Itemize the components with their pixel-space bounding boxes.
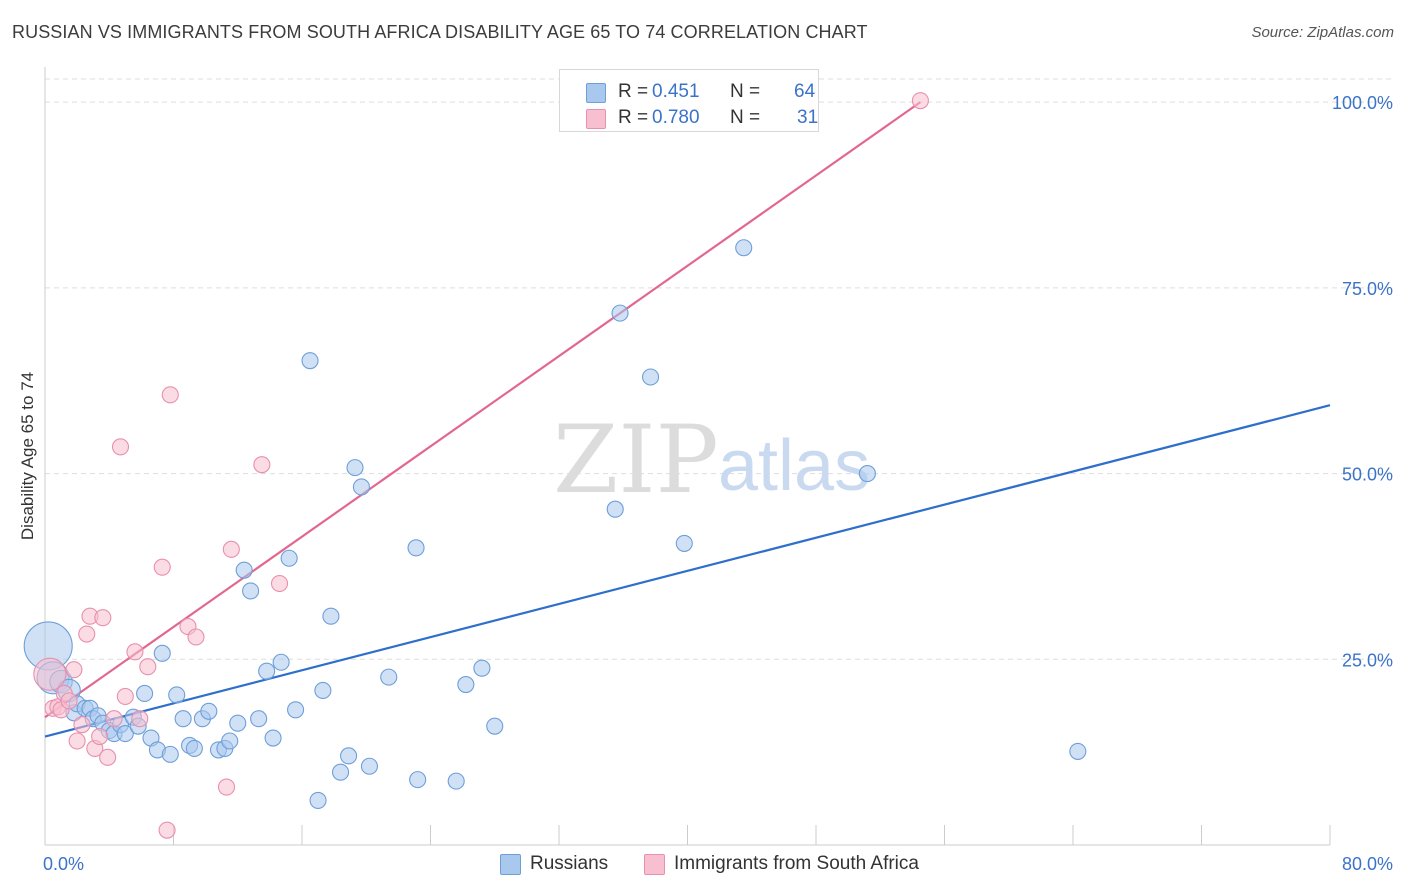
x-tick-label: 0.0% (43, 854, 84, 874)
legend-swatch-pink (644, 854, 665, 875)
r-label: R = (618, 107, 649, 128)
data-point-russians (264, 729, 282, 747)
data-point-south-africa (139, 658, 157, 676)
data-point-south-africa (111, 438, 130, 456)
data-point-russians (409, 771, 427, 789)
n-label: N = (730, 107, 761, 128)
data-point-russians (174, 710, 192, 728)
data-point-south-africa (911, 92, 929, 110)
data-point-russians (250, 710, 268, 728)
data-point-south-africa (116, 687, 134, 705)
r-value: 0.451 (652, 81, 700, 102)
chart-title: RUSSIAN VS IMMIGRANTS FROM SOUTH AFRICA … (12, 22, 868, 42)
trend-line-russians (44, 404, 1331, 738)
data-point-russians (136, 684, 154, 703)
correlation-legend: R = 0.451 N = 64 R = 0.780 N = 31 (559, 69, 819, 132)
data-point-russians (340, 747, 358, 765)
data-point-russians (473, 659, 491, 677)
data-point-south-africa (270, 574, 289, 593)
data-point-south-africa (158, 821, 176, 839)
y-tick-label: 25.0% (1342, 650, 1393, 670)
source-credit: Source: ZipAtlas.com (1251, 24, 1394, 41)
y-tick-label: 75.0% (1342, 279, 1393, 299)
data-point-russians (380, 668, 398, 686)
data-point-south-africa (73, 716, 91, 734)
data-point-russians (360, 757, 379, 775)
data-point-russians (735, 239, 753, 257)
data-point-russians (314, 681, 332, 700)
data-point-south-africa (253, 456, 271, 474)
data-point-south-africa (94, 609, 112, 627)
data-point-south-africa (217, 778, 236, 796)
legend-swatch-blue (500, 854, 521, 875)
data-point-russians (185, 739, 203, 757)
x-axis-ticks (44, 825, 1331, 845)
data-point-russians (352, 478, 370, 496)
legend-swatch-pink (586, 109, 606, 129)
data-point-russians (1069, 742, 1087, 760)
data-point-russians (642, 368, 660, 386)
data-point-south-africa (60, 692, 78, 710)
data-point-russians (287, 701, 305, 719)
r-value: 0.780 (652, 107, 700, 128)
data-point-russians (200, 702, 218, 720)
data-point-russians (229, 714, 247, 732)
tick-labels: 25.0% 50.0% 75.0% 100.0% 0.0% 80.0% (43, 93, 1393, 874)
n-value: 64 (794, 81, 816, 102)
data-point-russians (407, 539, 425, 557)
data-point-russians (309, 791, 327, 809)
x-tick-label: 80.0% (1342, 854, 1393, 874)
legend-label: Russians (530, 853, 609, 874)
data-point-south-africa (105, 710, 123, 728)
y-axis-title: Disability Age 65 to 74 (18, 371, 37, 541)
data-point-south-africa (153, 558, 171, 576)
y-tick-label: 50.0% (1342, 465, 1393, 485)
r-label: R = (618, 81, 649, 102)
data-point-russians (486, 717, 504, 735)
data-point-south-africa (187, 628, 205, 646)
data-point-russians (168, 686, 186, 704)
watermark-zip: ZIP (553, 406, 719, 515)
data-point-south-africa (131, 710, 149, 728)
data-point-russians (858, 465, 876, 483)
data-point-south-africa (78, 625, 96, 643)
data-point-russians (322, 607, 340, 625)
data-point-russians (447, 772, 465, 790)
data-point-russians (611, 304, 629, 322)
data-point-russians (346, 459, 364, 477)
data-point-russians (116, 725, 134, 743)
data-point-russians (221, 732, 239, 750)
watermark: ZIP atlas (553, 406, 870, 515)
trend-line-south-africa (44, 101, 922, 719)
data-point-south-africa (68, 732, 86, 750)
legend-label: Immigrants from South Africa (674, 853, 919, 874)
data-point-south-africa (126, 643, 144, 661)
data-point-russians (272, 653, 290, 671)
data-point-russians (280, 549, 298, 567)
data-point-russians (242, 582, 260, 600)
data-point-russians (235, 561, 253, 579)
data-point-russians (258, 662, 276, 680)
data-point-south-africa (99, 748, 117, 766)
y-tick-label: 100.0% (1332, 93, 1393, 113)
legend-swatch-blue (586, 83, 606, 103)
data-point-south-africa (91, 727, 109, 746)
data-point-russians (675, 534, 693, 552)
data-point-south-africa (33, 657, 67, 691)
data-point-russians (331, 763, 350, 781)
n-value: 31 (797, 107, 819, 128)
data-point-russians (301, 352, 319, 370)
data-point-south-africa (65, 661, 83, 679)
watermark-atlas: atlas (718, 426, 870, 506)
data-point-russians (457, 675, 475, 694)
data-point-russians (161, 745, 179, 763)
data-point-south-africa (161, 386, 179, 404)
data-point-russians (153, 644, 171, 662)
data-point-russians (606, 500, 624, 518)
data-points (23, 92, 1087, 839)
data-point-south-africa (222, 540, 240, 558)
trend-lines (44, 101, 1331, 738)
n-label: N = (730, 81, 761, 102)
